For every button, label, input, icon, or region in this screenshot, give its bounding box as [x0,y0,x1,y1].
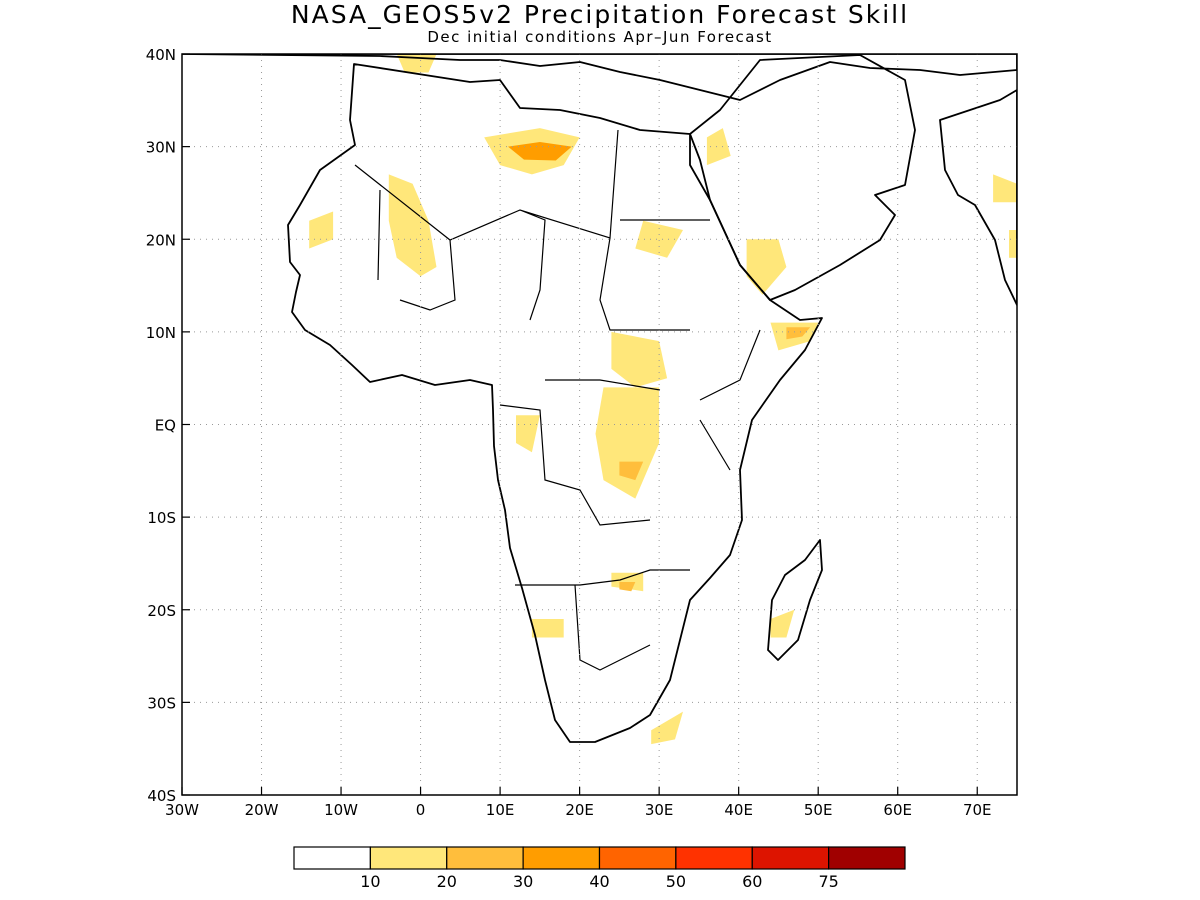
skill-region-9 [595,387,660,499]
plot-frame [181,53,1018,796]
india-coastline [939,89,1017,306]
skill-region-10 [619,461,644,481]
axis-ticks: 30W 20W 10W 0 10E 20E 30E 40E 50E 60E 70E 40N 30N 20N… [146,46,992,819]
x-tick-label: 30E [645,801,674,819]
skill-region-5 [746,239,787,295]
colorbar-label: 75 [818,872,838,891]
madagascar-coastline [767,539,823,661]
map-title: NASA_GEOS5v2 Precipitation Forecast Skil… [290,0,910,29]
skill-region-12 [611,572,644,592]
y-tick-label: 20S [147,602,176,620]
skill-region-15 [770,609,795,638]
x-tick-label: 40E [724,801,753,819]
colorbar-swatch-3 [522,846,601,870]
colorbar-swatch-2 [446,846,524,870]
colorbar-label: 60 [742,872,762,891]
x-tick-label: 20E [565,801,594,819]
colorbar-label: 10 [360,872,380,891]
colorbar-label: 40 [589,872,609,891]
colorbar-label: 50 [666,872,686,891]
y-tick-label: 20N [146,231,176,249]
x-tick-label: 70E [963,801,992,819]
country-borders-layer [354,129,761,671]
skill-region-13 [619,582,636,592]
x-tick-label: 30W [165,801,199,819]
skill-region-16 [651,711,683,745]
x-tick-label: 10E [486,801,515,819]
skill-region-11 [516,415,540,453]
y-tick-label: EQ [155,417,176,435]
skill-region-8 [611,331,668,388]
europe-coastline [182,54,1017,101]
skill-region-4 [635,220,683,258]
colorbar-label: 20 [437,872,457,891]
skill-region-1 [388,174,437,277]
country-borders [354,129,761,671]
x-tick-label: 10W [324,801,358,819]
y-tick-label: 10S [147,509,176,527]
y-tick-label: 40S [147,787,176,805]
y-tick-label: 30N [146,139,176,157]
skill-shading-layer [309,54,1017,745]
map-subtitle: Dec initial conditions Apr–Jun Forecast [427,28,773,46]
coastlines-layer [182,54,1017,743]
skill-region-17 [993,174,1017,203]
skill-region-7 [786,327,811,340]
y-tick-label: 30S [147,694,176,712]
x-tick-label: 50E [804,801,833,819]
skill-region-0 [309,211,334,249]
colorbar-swatch-6 [751,846,830,870]
colorbar-swatch-5 [675,846,753,870]
x-tick-label: 20W [245,801,279,819]
colorbar-swatch-4 [598,846,677,870]
colorbar-swatch-0 [293,846,371,870]
y-tick-label: 40N [146,46,176,64]
colorbar-swatch-7 [828,846,906,870]
skill-region-3 [508,142,572,161]
colorbar-swatch-1 [369,846,448,870]
skill-region-18 [1009,230,1017,258]
colorbar-label: 30 [513,872,533,891]
y-tick-label: 10N [146,324,176,342]
colorbar-legend: 10 20 30 40 50 60 75 [293,846,906,891]
arabia-coastline [689,54,916,301]
x-tick-label: 60E [883,801,912,819]
x-tick-label: 0 [416,801,426,819]
skill-region-14 [531,619,564,638]
skill-region-20 [706,128,731,166]
